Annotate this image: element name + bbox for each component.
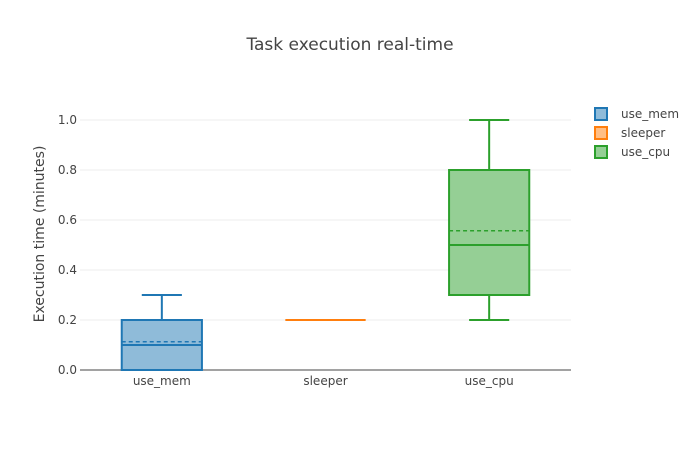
legend-swatch — [594, 126, 608, 140]
y-tick-label: 1.0 — [58, 113, 77, 127]
x-tick-label: use_cpu — [465, 374, 514, 388]
legend-label: sleeper — [621, 126, 665, 140]
y-tick-label: 0.6 — [58, 213, 77, 227]
legend-label: use_cpu — [621, 145, 670, 159]
y-axis-title: Execution time (minutes) — [32, 146, 48, 323]
box-use_mem — [120, 294, 203, 371]
y-tick-label: 0.0 — [58, 363, 77, 377]
box-use_cpu — [448, 119, 531, 321]
box-traces — [120, 119, 531, 371]
legend-item-sleeper[interactable]: sleeper — [594, 126, 665, 140]
legend-item-use_mem[interactable]: use_mem — [594, 107, 679, 121]
y-tick-label: 0.8 — [58, 163, 77, 177]
legend-item-use_cpu[interactable]: use_cpu — [594, 145, 670, 159]
chart-title: Task execution real-time — [245, 35, 453, 55]
box-body — [448, 169, 531, 296]
legend-label: use_mem — [621, 107, 679, 121]
x-tick-label: sleeper — [303, 374, 347, 388]
x-axis-ticks: use_mem sleeper use_cpu — [133, 374, 514, 388]
y-tick-label: 0.4 — [58, 263, 77, 277]
y-axis-ticks: 0.0 0.2 0.4 0.6 0.8 1.0 — [58, 113, 77, 377]
legend-swatch — [594, 107, 608, 121]
y-tick-label: 0.2 — [58, 313, 77, 327]
x-tick-label: use_mem — [133, 374, 191, 388]
legend-swatch — [594, 145, 608, 159]
